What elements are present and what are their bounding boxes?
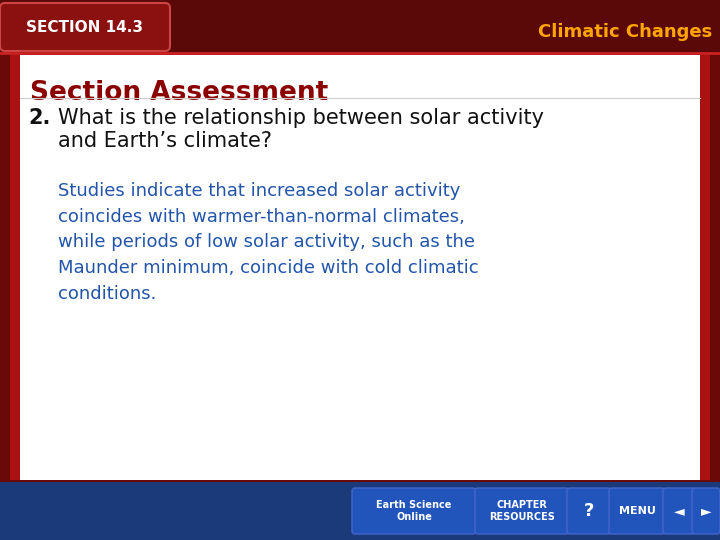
FancyBboxPatch shape xyxy=(10,55,20,480)
Text: ◄: ◄ xyxy=(674,504,684,518)
FancyBboxPatch shape xyxy=(0,3,170,51)
Text: Climatic Changes: Climatic Changes xyxy=(538,23,712,41)
FancyBboxPatch shape xyxy=(692,488,720,534)
Text: What is the relationship between solar activity
and Earth’s climate?: What is the relationship between solar a… xyxy=(58,108,544,151)
Text: ?: ? xyxy=(584,502,594,520)
Text: 2.: 2. xyxy=(28,108,50,128)
FancyBboxPatch shape xyxy=(567,488,611,534)
FancyBboxPatch shape xyxy=(0,0,720,52)
Text: SECTION 14.3: SECTION 14.3 xyxy=(27,19,143,35)
FancyBboxPatch shape xyxy=(352,488,476,534)
Text: Earth Science
Online: Earth Science Online xyxy=(377,500,451,522)
FancyBboxPatch shape xyxy=(475,488,569,534)
FancyBboxPatch shape xyxy=(10,55,710,480)
Text: ►: ► xyxy=(701,504,711,518)
FancyBboxPatch shape xyxy=(0,482,720,540)
Text: CHAPTER
RESOURCES: CHAPTER RESOURCES xyxy=(489,500,555,522)
FancyBboxPatch shape xyxy=(609,488,665,534)
Text: Section Assessment: Section Assessment xyxy=(30,80,328,106)
FancyBboxPatch shape xyxy=(663,488,695,534)
Text: Studies indicate that increased solar activity
coincides with warmer-than-normal: Studies indicate that increased solar ac… xyxy=(58,182,479,303)
Text: MENU: MENU xyxy=(618,506,655,516)
FancyBboxPatch shape xyxy=(700,55,710,480)
